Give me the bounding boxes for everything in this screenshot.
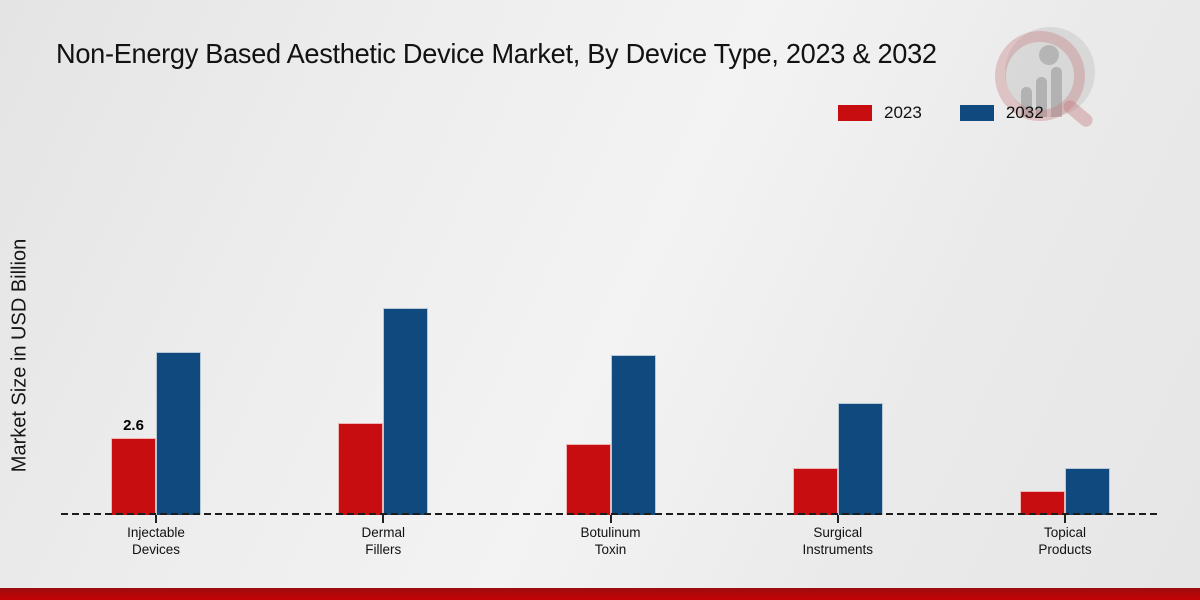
bar-value-label: 2.6 bbox=[123, 417, 144, 434]
bar-2032-topical-products bbox=[1065, 468, 1110, 515]
x-tick-botulinum-toxin bbox=[609, 515, 612, 523]
legend-item-2023: 2023 bbox=[838, 103, 922, 123]
x-tick-topical-products bbox=[1064, 515, 1066, 523]
x-category-label-botulinum-toxin: Botulinum Toxin bbox=[580, 525, 641, 557]
brand-stripe bbox=[0, 588, 1200, 600]
bar-2032-injectable-devices bbox=[156, 352, 201, 515]
bar-2032-botulinum-toxin bbox=[610, 355, 656, 515]
legend-swatch-2032 bbox=[959, 105, 994, 121]
x-tick-dermal-fillers bbox=[382, 515, 385, 523]
x-axis-baseline bbox=[61, 513, 1159, 515]
legend-label-2032: 2032 bbox=[1005, 103, 1044, 122]
x-category-label-surgical-instruments: Surgical Instruments bbox=[802, 525, 874, 557]
x-category-label-dermal-fillers: Dermal Fillers bbox=[361, 525, 406, 557]
x-tick-injectable-devices bbox=[155, 515, 157, 523]
legend-swatch-2023 bbox=[838, 105, 872, 121]
mrfr-watermark-logo bbox=[995, 25, 1100, 143]
bar-2032-dermal-fillers bbox=[383, 308, 429, 515]
watermark-magnifier-icon bbox=[995, 31, 1085, 121]
legend-label-2023: 2023 bbox=[884, 103, 922, 122]
x-category-label-injectable-devices: Injectable Devices bbox=[127, 525, 185, 557]
bar-2023-surgical-instruments bbox=[792, 468, 838, 515]
y-axis-label: Market Size in USD Billion bbox=[8, 238, 31, 473]
bar-2023-injectable-devices bbox=[111, 438, 156, 515]
bar-2023-dermal-fillers bbox=[338, 423, 384, 515]
legend-item-2032: 2032 bbox=[959, 103, 1044, 123]
legend: 2023 2032 bbox=[838, 103, 1044, 123]
chart-title: Non-Energy Based Aesthetic Device Market… bbox=[56, 38, 937, 69]
bar-2023-topical-products bbox=[1020, 491, 1065, 515]
x-category-label-topical-products: Topical Products bbox=[1038, 525, 1092, 557]
bar-2023-botulinum-toxin bbox=[565, 444, 611, 515]
x-tick-surgical-instruments bbox=[836, 515, 839, 523]
bar-2032-surgical-instruments bbox=[837, 403, 883, 515]
